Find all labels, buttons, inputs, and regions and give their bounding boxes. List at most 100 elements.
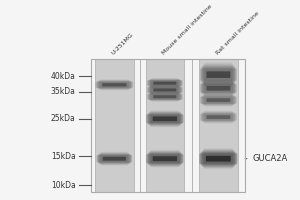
FancyBboxPatch shape [200, 153, 237, 165]
FancyBboxPatch shape [103, 157, 126, 161]
FancyBboxPatch shape [148, 113, 182, 125]
FancyBboxPatch shape [201, 151, 236, 166]
Bar [146, 59, 184, 192]
FancyBboxPatch shape [147, 87, 183, 93]
Bar [199, 59, 238, 192]
FancyBboxPatch shape [149, 151, 180, 166]
FancyBboxPatch shape [102, 83, 127, 87]
Bar [95, 59, 134, 192]
FancyBboxPatch shape [202, 82, 234, 95]
FancyBboxPatch shape [148, 152, 182, 165]
FancyBboxPatch shape [202, 95, 235, 105]
FancyBboxPatch shape [148, 80, 182, 86]
FancyBboxPatch shape [147, 153, 182, 164]
FancyBboxPatch shape [153, 82, 176, 85]
FancyBboxPatch shape [202, 82, 235, 94]
FancyBboxPatch shape [99, 153, 130, 164]
FancyBboxPatch shape [201, 96, 236, 104]
FancyBboxPatch shape [201, 83, 236, 93]
FancyBboxPatch shape [153, 156, 177, 161]
FancyBboxPatch shape [206, 86, 230, 91]
FancyBboxPatch shape [150, 79, 180, 87]
FancyBboxPatch shape [151, 85, 179, 95]
FancyBboxPatch shape [153, 88, 176, 91]
FancyBboxPatch shape [148, 94, 182, 100]
FancyBboxPatch shape [203, 149, 233, 168]
Text: Mouse small intestine: Mouse small intestine [161, 4, 213, 56]
FancyBboxPatch shape [97, 81, 132, 89]
FancyBboxPatch shape [98, 154, 131, 163]
FancyBboxPatch shape [150, 150, 180, 167]
FancyBboxPatch shape [147, 113, 182, 124]
FancyBboxPatch shape [150, 111, 180, 127]
FancyBboxPatch shape [98, 80, 130, 89]
FancyBboxPatch shape [203, 94, 233, 106]
FancyBboxPatch shape [98, 81, 131, 89]
FancyBboxPatch shape [147, 114, 183, 124]
FancyBboxPatch shape [149, 93, 181, 100]
FancyBboxPatch shape [200, 84, 237, 92]
FancyBboxPatch shape [202, 112, 234, 122]
Text: 15kDa: 15kDa [51, 152, 76, 161]
FancyBboxPatch shape [206, 115, 230, 119]
FancyBboxPatch shape [149, 112, 181, 125]
FancyBboxPatch shape [96, 155, 132, 162]
FancyBboxPatch shape [201, 83, 236, 94]
FancyBboxPatch shape [99, 80, 130, 90]
FancyBboxPatch shape [95, 82, 133, 88]
FancyBboxPatch shape [148, 80, 182, 87]
FancyBboxPatch shape [150, 79, 179, 88]
Text: 35kDa: 35kDa [51, 87, 76, 96]
FancyBboxPatch shape [147, 80, 183, 86]
FancyBboxPatch shape [97, 155, 132, 163]
FancyBboxPatch shape [202, 151, 235, 167]
FancyBboxPatch shape [149, 152, 181, 166]
FancyBboxPatch shape [150, 93, 180, 101]
FancyBboxPatch shape [150, 92, 179, 101]
FancyBboxPatch shape [147, 94, 183, 99]
FancyBboxPatch shape [148, 87, 182, 93]
FancyBboxPatch shape [100, 152, 128, 165]
FancyBboxPatch shape [151, 78, 179, 88]
FancyBboxPatch shape [202, 112, 235, 122]
Text: 10kDa: 10kDa [51, 181, 76, 190]
FancyBboxPatch shape [203, 64, 233, 85]
FancyBboxPatch shape [202, 65, 234, 84]
Bar [91, 59, 245, 192]
FancyBboxPatch shape [203, 150, 234, 168]
FancyBboxPatch shape [201, 96, 236, 104]
FancyBboxPatch shape [149, 112, 180, 126]
FancyBboxPatch shape [150, 86, 179, 94]
FancyBboxPatch shape [200, 152, 236, 165]
FancyBboxPatch shape [201, 113, 236, 121]
FancyBboxPatch shape [96, 81, 133, 88]
FancyBboxPatch shape [149, 79, 181, 87]
FancyBboxPatch shape [201, 67, 236, 82]
FancyBboxPatch shape [147, 154, 183, 164]
FancyBboxPatch shape [206, 156, 231, 162]
FancyBboxPatch shape [100, 153, 129, 165]
FancyBboxPatch shape [153, 116, 177, 121]
FancyBboxPatch shape [146, 115, 184, 123]
Text: GUCA2A: GUCA2A [245, 154, 288, 163]
FancyBboxPatch shape [98, 154, 130, 164]
Text: U-251MG: U-251MG [111, 32, 135, 56]
Text: Rat small intestine: Rat small intestine [215, 11, 260, 56]
FancyBboxPatch shape [206, 71, 230, 78]
FancyBboxPatch shape [151, 150, 179, 168]
FancyBboxPatch shape [200, 114, 237, 121]
Text: 40kDa: 40kDa [51, 72, 76, 81]
FancyBboxPatch shape [204, 63, 233, 86]
FancyBboxPatch shape [148, 93, 182, 100]
FancyBboxPatch shape [153, 95, 176, 98]
FancyBboxPatch shape [204, 148, 233, 169]
FancyBboxPatch shape [203, 81, 233, 96]
FancyBboxPatch shape [200, 69, 237, 81]
FancyBboxPatch shape [148, 87, 182, 93]
FancyBboxPatch shape [200, 97, 237, 104]
FancyBboxPatch shape [206, 98, 230, 102]
FancyBboxPatch shape [149, 86, 181, 94]
FancyBboxPatch shape [201, 113, 236, 121]
FancyBboxPatch shape [146, 154, 184, 163]
FancyBboxPatch shape [150, 86, 180, 94]
